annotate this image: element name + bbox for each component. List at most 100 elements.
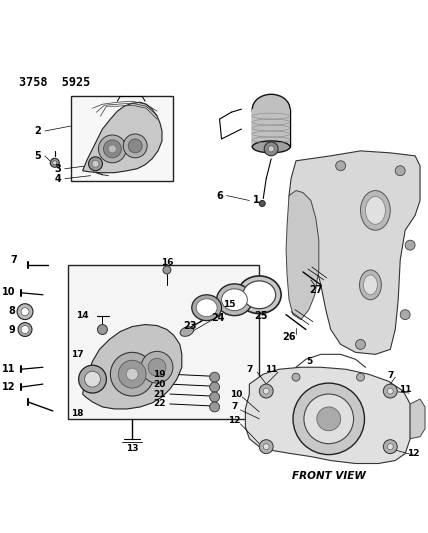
Circle shape: [98, 135, 126, 163]
Circle shape: [53, 161, 57, 165]
Text: 14: 14: [76, 311, 89, 320]
Circle shape: [292, 373, 300, 381]
Circle shape: [259, 440, 273, 454]
Text: 10: 10: [2, 287, 15, 297]
Text: 12: 12: [2, 382, 15, 392]
Circle shape: [356, 340, 366, 349]
Text: 7: 7: [246, 365, 253, 374]
Text: FRONT VIEW: FRONT VIEW: [292, 471, 366, 481]
Text: 5: 5: [306, 357, 312, 366]
Circle shape: [304, 394, 354, 443]
Circle shape: [123, 134, 147, 158]
Text: 12: 12: [228, 416, 241, 425]
Circle shape: [259, 200, 265, 206]
Ellipse shape: [222, 289, 247, 311]
Circle shape: [18, 322, 32, 336]
Circle shape: [210, 392, 220, 402]
Text: 27: 27: [309, 285, 323, 295]
Text: 1: 1: [253, 196, 260, 206]
Circle shape: [395, 166, 405, 176]
Polygon shape: [83, 102, 162, 173]
Ellipse shape: [360, 270, 381, 300]
Circle shape: [148, 358, 166, 376]
Circle shape: [118, 360, 146, 388]
Circle shape: [108, 145, 116, 153]
Text: 12: 12: [407, 449, 419, 458]
Text: 3758  5925: 3758 5925: [19, 76, 90, 90]
Circle shape: [85, 371, 101, 387]
Bar: [253, 109, 290, 147]
Circle shape: [17, 304, 33, 320]
Circle shape: [259, 384, 273, 398]
Ellipse shape: [238, 276, 281, 313]
Circle shape: [383, 384, 397, 398]
Text: 11: 11: [265, 365, 277, 374]
Text: 7: 7: [10, 255, 17, 265]
Text: 18: 18: [71, 409, 84, 418]
Circle shape: [268, 146, 274, 152]
Ellipse shape: [243, 281, 276, 309]
Circle shape: [210, 372, 220, 382]
Polygon shape: [286, 191, 319, 320]
Ellipse shape: [192, 295, 222, 320]
Text: 3: 3: [54, 164, 61, 174]
Ellipse shape: [363, 275, 377, 295]
Text: 20: 20: [153, 379, 165, 389]
Text: 23: 23: [183, 320, 196, 330]
Text: 6: 6: [216, 190, 223, 200]
Ellipse shape: [253, 94, 290, 124]
Text: 13: 13: [126, 444, 139, 453]
Circle shape: [104, 140, 121, 158]
Text: 17: 17: [71, 350, 84, 359]
Bar: [71, 96, 173, 181]
Circle shape: [400, 310, 410, 320]
Circle shape: [92, 160, 99, 167]
Circle shape: [263, 443, 269, 450]
Text: 16: 16: [160, 257, 173, 266]
Circle shape: [264, 142, 278, 156]
Text: 10: 10: [230, 390, 243, 399]
Text: 8: 8: [8, 305, 15, 316]
Circle shape: [21, 308, 29, 316]
Polygon shape: [245, 367, 410, 464]
Circle shape: [89, 157, 102, 171]
Polygon shape: [83, 325, 182, 409]
Text: 22: 22: [153, 399, 165, 408]
Circle shape: [336, 161, 346, 171]
Circle shape: [79, 365, 107, 393]
Text: 7: 7: [231, 402, 238, 411]
Circle shape: [51, 158, 59, 167]
Circle shape: [405, 240, 415, 250]
Circle shape: [317, 407, 341, 431]
Circle shape: [387, 443, 393, 450]
Polygon shape: [410, 399, 425, 439]
Text: 19: 19: [153, 370, 165, 378]
Ellipse shape: [217, 284, 253, 316]
Ellipse shape: [253, 141, 290, 153]
Text: 11: 11: [2, 364, 15, 374]
Circle shape: [163, 266, 171, 274]
Text: 7: 7: [387, 370, 393, 379]
Circle shape: [210, 382, 220, 392]
Text: 15: 15: [223, 300, 236, 309]
Text: 11: 11: [399, 385, 411, 393]
Circle shape: [383, 440, 397, 454]
Circle shape: [293, 383, 365, 455]
Circle shape: [98, 325, 107, 335]
Circle shape: [141, 351, 173, 383]
Bar: [68, 265, 259, 419]
Text: 5: 5: [35, 151, 42, 161]
Circle shape: [263, 388, 269, 394]
Circle shape: [110, 352, 154, 396]
Circle shape: [21, 326, 29, 334]
Circle shape: [357, 373, 365, 381]
Text: 2: 2: [35, 126, 42, 136]
Text: 25: 25: [255, 311, 268, 321]
Polygon shape: [289, 151, 420, 354]
Text: 21: 21: [153, 390, 165, 399]
Ellipse shape: [360, 191, 390, 230]
Text: 4: 4: [54, 174, 61, 184]
Ellipse shape: [180, 327, 193, 336]
Text: 26: 26: [282, 333, 296, 343]
Text: 9: 9: [9, 325, 15, 335]
